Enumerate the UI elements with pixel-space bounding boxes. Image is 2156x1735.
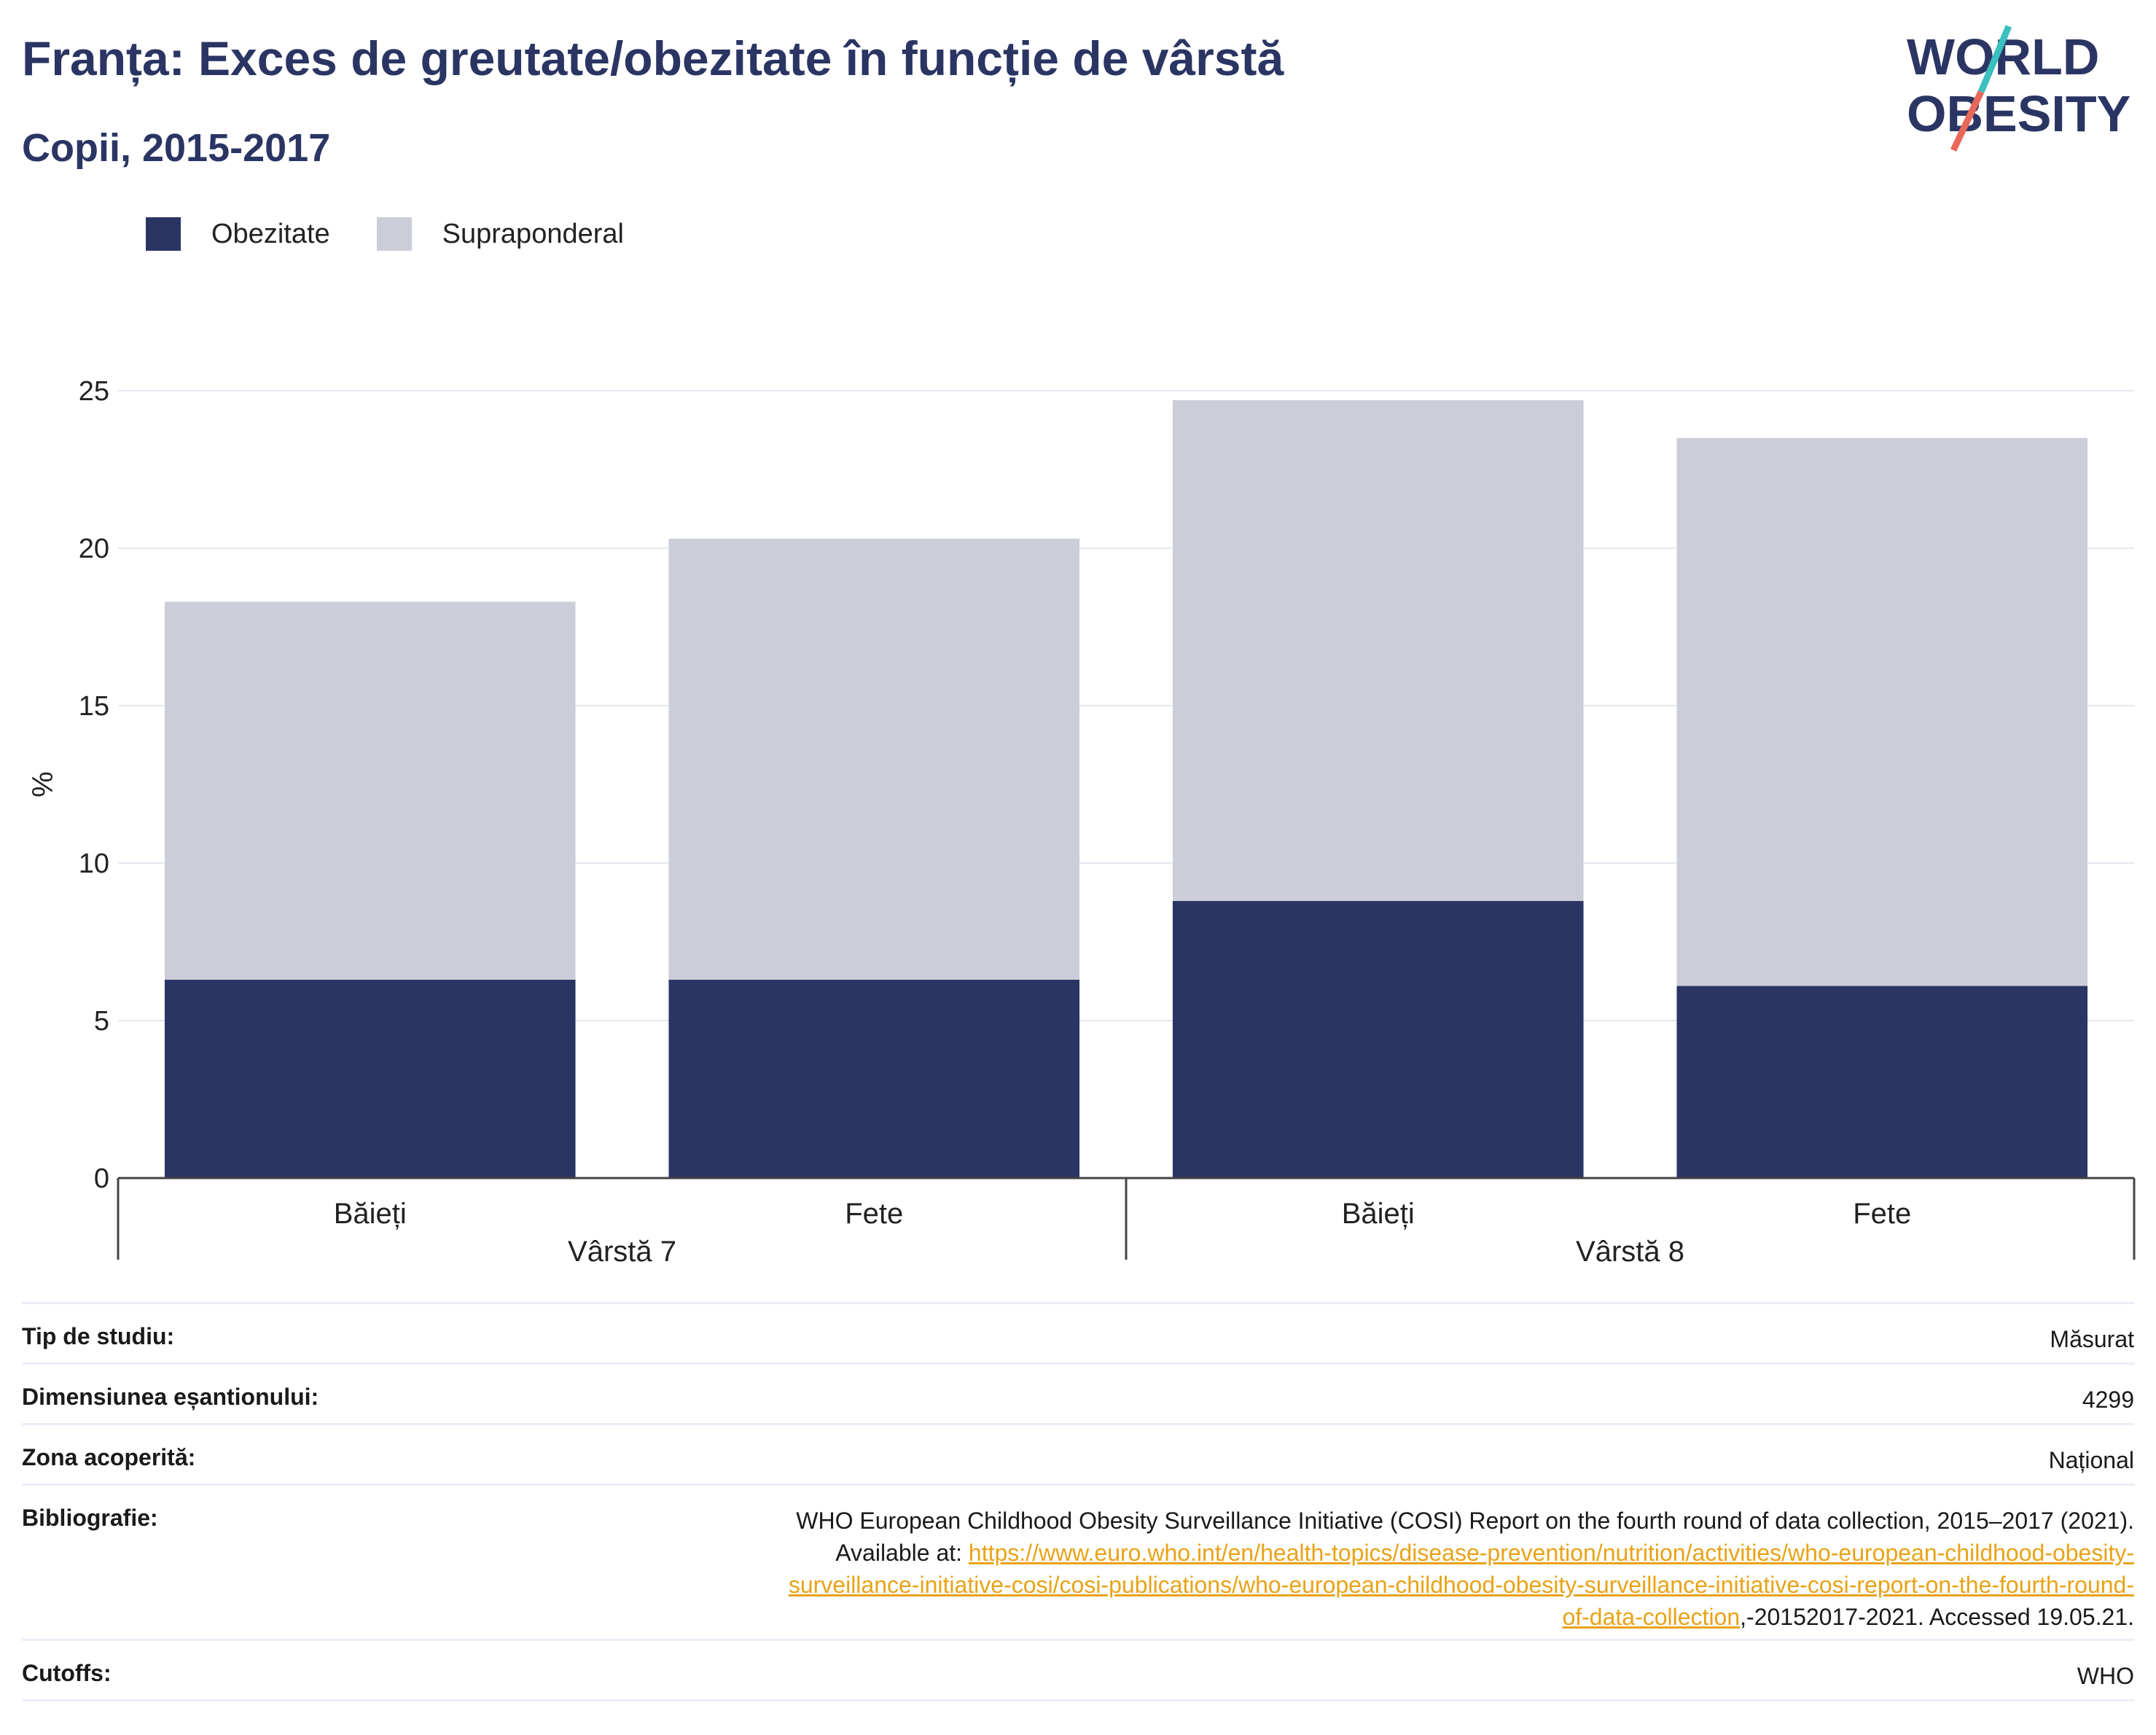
- y-axis-label: %: [27, 771, 59, 798]
- info-label: Bibliografie:: [22, 1505, 158, 1531]
- bar-supraponderal-3: [1172, 399, 1584, 901]
- legend-label-supraponderal: Supraponderal: [442, 218, 624, 249]
- y-tick-label: 0: [94, 1163, 109, 1194]
- bibliography-link[interactable]: https://www.euro.who.int/en/health-topic…: [968, 1540, 2134, 1566]
- bar-obezitate-1: [164, 979, 576, 1178]
- bibliography-line-4: of-data-collection,-20152017-2021. Acces…: [789, 1601, 2134, 1633]
- logo-slash-teal: [1977, 25, 2012, 93]
- info-row-study-type: Tip de studiu: Măsurat: [22, 1302, 2134, 1362]
- x-tick-label: Băieți: [1342, 1198, 1415, 1230]
- info-value: Național: [2048, 1447, 2134, 1473]
- y-tick-label: 10: [79, 849, 109, 879]
- legend-swatch-obezitate: [146, 217, 181, 251]
- y-tick-label: 20: [79, 534, 109, 564]
- bibliography-suffix: ,-20152017-2021. Accessed 19.05.21.: [1740, 1604, 2134, 1630]
- bibliography-link[interactable]: of-data-collection: [1562, 1604, 1741, 1630]
- group-label: Vârstă 7: [568, 1236, 676, 1268]
- world-obesity-logo: WORLD OBESITY: [1907, 25, 2130, 152]
- bar-obezitate-3: [1172, 900, 1584, 1178]
- info-table: Tip de studiu: Măsurat Dimensiunea eșant…: [22, 1302, 2134, 1701]
- legend-item-supraponderal[interactable]: Supraponderal: [376, 217, 624, 251]
- info-row-sample-size: Dimensiunea eșantionului: 4299: [22, 1362, 2134, 1423]
- x-tick-label: Fete: [1853, 1198, 1911, 1230]
- bar-supraponderal-1: [164, 601, 576, 980]
- bar-supraponderal-2: [668, 539, 1080, 980]
- chart-title: Franța: Exces de greutate/obezitate în f…: [22, 31, 1284, 85]
- y-tick-label: 5: [94, 1006, 109, 1037]
- group-label: Vârstă 8: [1576, 1236, 1684, 1268]
- info-value: 4299: [2082, 1387, 2134, 1413]
- bibliography-prefix: Available at:: [835, 1540, 969, 1566]
- legend-swatch-supraponderal: [376, 217, 412, 251]
- y-tick-label: 25: [79, 376, 109, 407]
- info-row-coverage: Zona acoperită: Național: [22, 1423, 2134, 1483]
- legend-item-obezitate[interactable]: Obezitate: [146, 217, 330, 251]
- chart-legend: Obezitate Supraponderal: [146, 217, 671, 251]
- bar-supraponderal-4: [1676, 437, 2088, 986]
- bar-obezitate-4: [1676, 986, 2088, 1178]
- legend-label-obezitate: Obezitate: [211, 218, 330, 249]
- info-value: WHO: [2077, 1663, 2134, 1689]
- bar-obezitate-2: [668, 979, 1080, 1178]
- info-label: Cutoffs:: [22, 1660, 112, 1686]
- x-tick-label: Fete: [845, 1198, 903, 1230]
- stacked-bar-chart: 0 5 10 15 20 25% Băieți Fete Băieți Fete Vârstă 7 V…: [27, 376, 2136, 1268]
- logo-word-obesity: OBESITY: [1907, 85, 2130, 142]
- bibliography-line-2: Available at: https://www.euro.who.int/e…: [789, 1537, 2134, 1569]
- logo-slash-coral: [1950, 90, 1985, 152]
- info-label: Zona acoperită:: [22, 1444, 196, 1470]
- info-label: Dimensiunea eșantionului:: [22, 1384, 319, 1410]
- bibliography-citation: WHO European Childhood Obesity Surveilla…: [796, 1508, 2134, 1534]
- y-tick-label: 15: [79, 691, 109, 722]
- info-row-bibliography: Bibliografie: WHO European Childhood Obe…: [22, 1483, 2134, 1639]
- x-tick-label: Băieți: [334, 1198, 407, 1230]
- info-row-cutoffs: Cutoffs: WHO: [22, 1639, 2134, 1701]
- chart-subtitle: Copii, 2015-2017: [22, 126, 331, 170]
- info-value-bibliography: WHO European Childhood Obesity Surveilla…: [789, 1486, 2134, 1639]
- info-label: Tip de studiu:: [22, 1323, 175, 1349]
- bibliography-link[interactable]: surveillance-initiative-cosi/cosi-public…: [788, 1572, 2134, 1598]
- info-value: Măsurat: [2050, 1326, 2134, 1352]
